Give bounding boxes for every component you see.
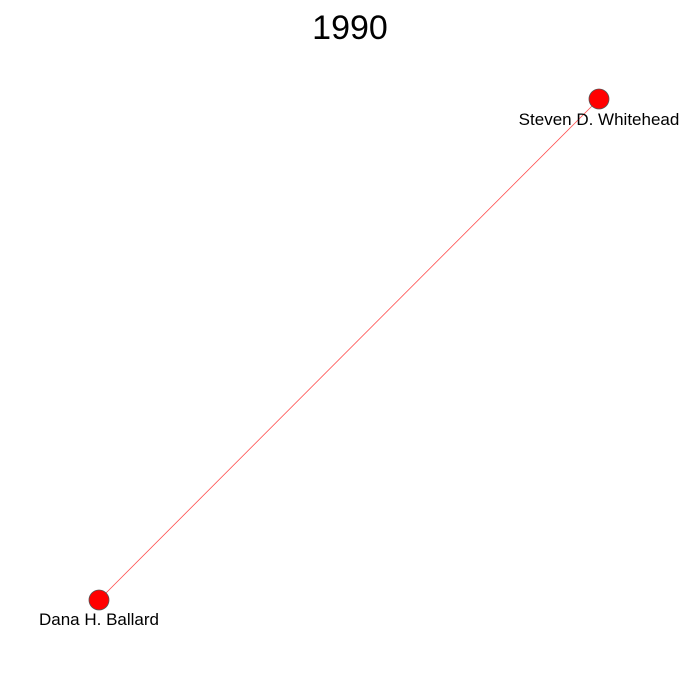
nodes-layer [88,88,610,611]
node-label-dana: Dana H. Ballard [39,610,159,629]
node-steven [588,88,610,110]
node-label-steven: Steven D. Whitehead [519,110,680,129]
edge-dana-steven [98,98,600,601]
graph-title: 1990 [312,9,388,47]
labels-layer: Steven D. Whitehead Dana H. Ballard [39,110,679,629]
node-dana [88,589,110,611]
edges-layer [98,98,600,601]
